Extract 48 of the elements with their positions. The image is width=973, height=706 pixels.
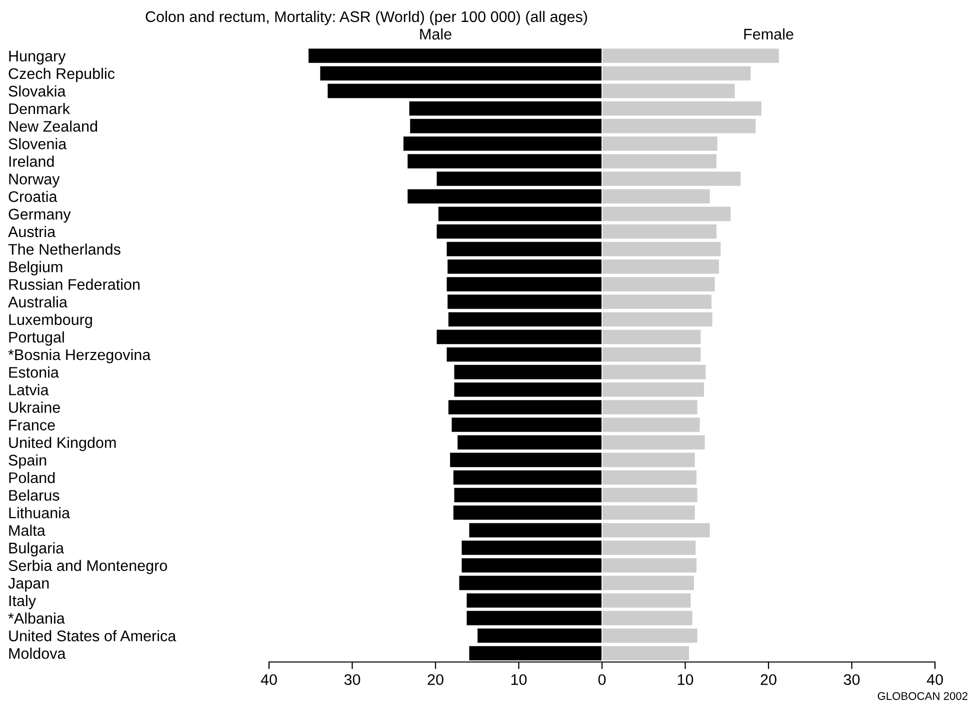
x-tick-label: 20 [428,674,444,686]
y-tick-label: United Kingdom [9,436,116,452]
x-tick-label: 30 [344,674,360,686]
x-tick-label: 20 [760,674,776,686]
y-tick-label: Bulgaria [9,542,64,556]
x-tick-label: 0 [598,674,606,686]
y-tick-label: *Albania [8,612,65,624]
y-tick-label: Ireland [9,156,54,167]
x-tick-label: 10 [511,674,527,686]
y-tick-label: *Bosnia Herzegovina [8,348,151,364]
y-tick-label: Portugal [9,331,64,346]
y-tick-label: Norway [9,174,60,188]
y-tick-label: Lithuania [9,507,70,518]
y-tick-label: Czech Republic [8,68,115,82]
series-label: Female [744,28,794,40]
y-tick-label: Latvia [9,384,49,396]
y-tick-label: Austria [8,226,56,238]
y-tick-label: The Netherlands [8,244,120,255]
y-tick-label: France [9,420,55,430]
chart-title: Colon and rectum, Mortality: ASR (World) (per 100 000) (all ages) [146,10,588,26]
x-tick-label: 30 [844,674,860,686]
y-tick-label: Moldova [9,648,66,659]
y-tick-label: Russian Federation [9,278,140,290]
x-tick-label: 10 [678,674,694,686]
series-label: Male [420,28,452,40]
text: GLOBOCAN 2002 [878,692,968,700]
y-tick-label: Australia [8,296,68,308]
y-tick-label: Slovakia [8,85,66,97]
y-tick-label: United States of America [9,630,176,642]
y-tick-label: Slovenia [8,138,67,150]
y-tick-label: Estonia [9,366,59,378]
y-tick-label: Serbia and Montenegro [8,560,168,574]
y-tick-label: Ukraine [9,402,60,413]
y-tick-label: Hungary [9,50,66,64]
y-tick-label: Spain [8,454,46,469]
y-tick-label: Croatia [8,190,58,202]
y-tick-label: New Zealand [9,120,98,132]
y-tick-label: Luxembourg [9,314,92,328]
y-tick-label: Italy [9,594,36,610]
y-tick-label: Belarus [9,490,60,501]
y-tick-label: Poland [9,472,55,484]
y-tick-label: Germany [8,208,71,223]
x-tick-label: 40 [260,674,277,686]
y-tick-label: Denmark [9,102,70,114]
x-tick-label: 40 [926,674,943,686]
y-tick-label: Belgium [9,261,62,276]
y-tick-label: Malta [9,524,46,536]
y-tick-label: Japan [8,578,49,592]
